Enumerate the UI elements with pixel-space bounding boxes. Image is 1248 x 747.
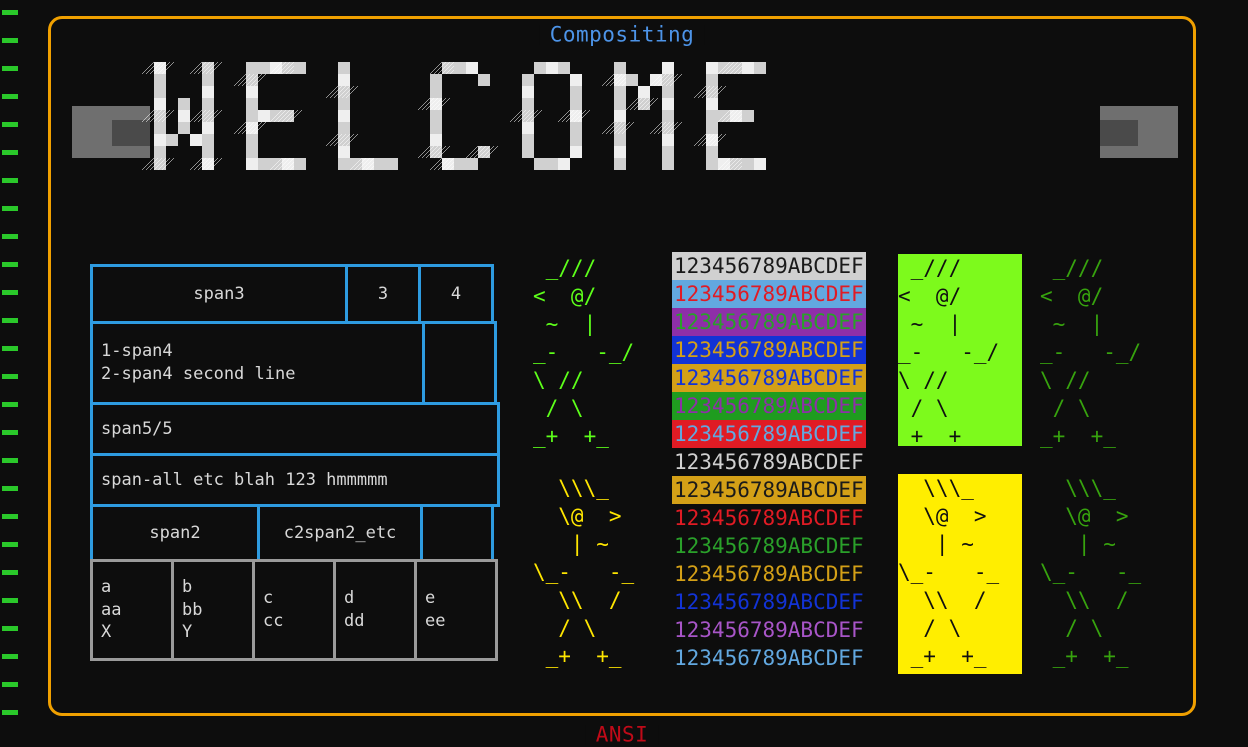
color-bar-row: 123456789ABCDEF — [674, 506, 864, 530]
table-cell-text: 4 — [450, 283, 462, 304]
color-bar-row: 123456789ABCDEF — [672, 252, 866, 280]
edge-tick — [2, 318, 18, 323]
color-bar-row: 123456789ABCDEF — [672, 336, 866, 364]
edge-tick — [2, 38, 18, 43]
table-cell — [422, 321, 497, 405]
table-cell-text: span5/5 — [101, 418, 173, 439]
edge-tick — [2, 206, 18, 211]
table-cell-text: c cc — [263, 588, 284, 631]
edge-tick — [2, 10, 18, 15]
table-cell: 4 — [418, 264, 494, 324]
color-bar-row: 123456789ABCDEF — [672, 308, 866, 336]
edge-tick — [2, 430, 18, 435]
edge-tick — [2, 710, 18, 715]
edge-tick — [2, 486, 18, 491]
frame-footer-label: ANSI — [585, 724, 659, 746]
table-cell: span5/5 — [90, 402, 500, 456]
table-row: span5/5 — [90, 402, 500, 456]
edge-tick — [2, 598, 18, 603]
table-cell: 3 — [345, 264, 421, 324]
color-bar-row: 123456789ABCDEF — [674, 590, 864, 614]
layout-table: span3 3 4 1-span4 2-span4 second line span5/… — [90, 264, 500, 661]
edge-tick — [2, 66, 18, 71]
edge-tick — [2, 290, 18, 295]
art-green-dim-top-right: _/// < @/ ~ | _- -_/ \ // / \ _+ +_ — [1040, 256, 1142, 448]
edge-tick — [2, 262, 18, 267]
color-bar-row: 123456789ABCDEF — [674, 646, 864, 670]
color-bar-row: 123456789ABCDEF — [674, 618, 864, 642]
table-row: span-all etc blah 123 hmmmmm — [90, 453, 500, 507]
table-cell-text: e ee — [425, 588, 446, 631]
table-cell: e ee — [414, 559, 498, 661]
table-cell: b bb Y — [171, 559, 255, 661]
color-bar-row: 123456789ABCDEF — [672, 420, 866, 448]
color-bar-row: 123456789ABCDEF — [672, 476, 866, 504]
edge-tick — [2, 346, 18, 351]
edge-tick — [2, 94, 18, 99]
table-cell-text: span2 — [149, 522, 201, 543]
table-cell-text: a aa X — [101, 576, 122, 643]
table-row: span3 3 4 — [90, 264, 500, 324]
edge-tick-column — [0, 0, 26, 733]
table-cell — [420, 504, 494, 562]
table-cell: a aa X — [90, 559, 174, 661]
edge-tick — [2, 122, 18, 127]
table-cell: c cc — [252, 559, 336, 661]
table-cell: span-all etc blah 123 hmmmmm — [90, 453, 500, 507]
art-green-bright-top-left: _/// < @/ ~ | _- -_/ \ // / \ _+ +_ — [533, 256, 635, 448]
color-bar-row: 123456789ABCDEF — [672, 392, 866, 420]
edge-tick — [2, 150, 18, 155]
edge-tick — [2, 682, 18, 687]
edge-tick — [2, 654, 18, 659]
table-cell-text: 3 — [377, 283, 389, 304]
color-bar-row: 123456789ABCDEF — [672, 364, 866, 392]
color-bar-row: 123456789ABCDEF — [672, 280, 866, 308]
edge-tick — [2, 178, 18, 183]
table-cell-text: c2span2_etc — [283, 522, 397, 543]
table-row: a aa X b bb Y c cc d dd e ee — [90, 559, 500, 661]
table-cell: span3 — [90, 264, 348, 324]
table-cell: 1-span4 2-span4 second line — [90, 321, 425, 405]
color-bar-row: 123456789ABCDEF — [674, 562, 864, 586]
welcome-banner — [70, 48, 1180, 198]
edge-tick — [2, 458, 18, 463]
edge-tick — [2, 374, 18, 379]
edge-tick — [2, 570, 18, 575]
color-bar-row: 123456789ABCDEF — [674, 534, 864, 558]
edge-tick — [2, 542, 18, 547]
art-yellow-bottom-left: \\\_ \@ > | ~ \_- -_ \\ / / \ _+ +_ — [533, 476, 635, 668]
edge-tick — [2, 514, 18, 519]
edge-tick — [2, 402, 18, 407]
art-black-on-green: _/// < @/ ~ | _- -_/ \ // / \ _+ +_ — [898, 254, 1022, 448]
table-row: 1-span4 2-span4 second line — [90, 321, 500, 405]
art-green-dim-bottom-right: \\\_ \@ > | ~ \_- -_ \\ / / \ _+ +_ — [1040, 476, 1142, 668]
table-row: span2 c2span2_etc — [90, 504, 500, 562]
edge-tick — [2, 626, 18, 631]
color-bar-list: 123456789ABCDEF 123456789ABCDEF 123456789A… — [672, 252, 866, 672]
table-cell-text: span-all etc blah 123 hmmmmm — [101, 469, 388, 490]
table-cell-text: b bb Y — [182, 576, 203, 643]
color-bar-row: 123456789ABCDEF — [674, 450, 864, 474]
table-cell: c2span2_etc — [257, 504, 423, 562]
table-cell: span2 — [90, 504, 260, 562]
edge-tick — [2, 234, 18, 239]
table-cell-text: d dd — [344, 588, 365, 631]
table-cell-text: 1-span4 2-span4 second line — [101, 341, 296, 384]
table-cell: d dd — [333, 559, 417, 661]
compositing-frame: Compositing ANSI — [48, 16, 1196, 746]
frame-title: Compositing — [539, 24, 705, 46]
table-cell-text: span3 — [193, 283, 245, 304]
art-black-on-yellow: \\\_ \@ > | ~ \_- -_ \\ / / \ _+ +_ — [898, 474, 1022, 674]
